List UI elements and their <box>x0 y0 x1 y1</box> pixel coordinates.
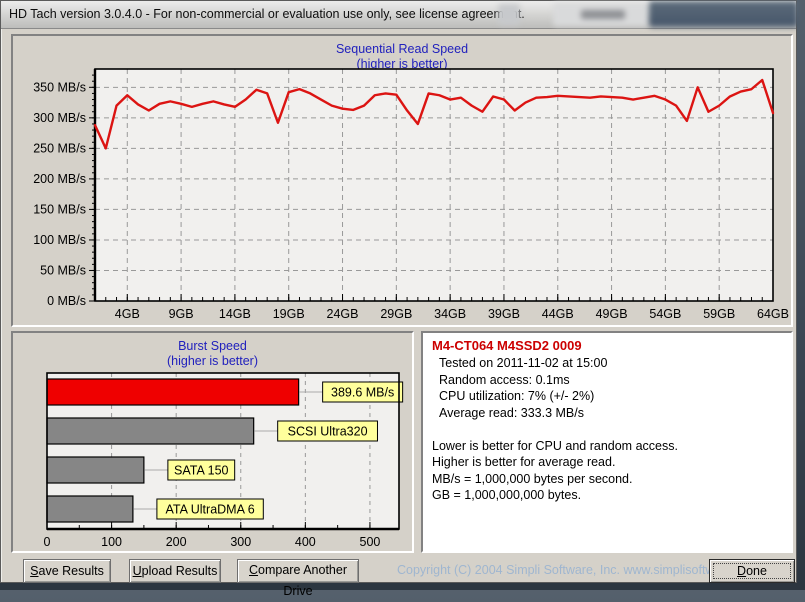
background-artifact-icon <box>498 4 520 25</box>
copyright-text: Copyright (C) 2004 Simpli Software, Inc.… <box>397 563 760 577</box>
burst-speed-panel: Burst Speed (higher is better) 389.6 MB/… <box>11 331 414 553</box>
done-button[interactable]: Done <box>709 559 795 583</box>
svg-text:44GB: 44GB <box>542 307 574 321</box>
drive-name: M4-CT064 M4SSD2 0009 <box>432 338 582 353</box>
sequential-read-chart: 4GB 9GB 14GB 19GB 24GB 29GB 34GB 39GB 44GB 49GB 54… <box>33 68 789 321</box>
burst-chart-title: Burst Speed <box>178 339 247 353</box>
drive-info-panel: M4-CT064 M4SSD2 0009 Tested on 2011-11-0… <box>421 331 793 553</box>
svg-text:14GB: 14GB <box>219 307 251 321</box>
svg-text:9GB: 9GB <box>169 307 194 321</box>
sequential-chart-title: Sequential Read Speed <box>335 42 469 56</box>
info-spacer <box>432 421 782 438</box>
info-note-mbs: MB/s = 1,000,000 bytes per second. <box>432 471 633 486</box>
svg-text:SATA 150: SATA 150 <box>174 464 228 478</box>
svg-text:19GB: 19GB <box>273 307 305 321</box>
svg-text:500: 500 <box>360 535 381 549</box>
svg-text:0: 0 <box>44 535 51 549</box>
burst-chart-subtitle: (higher is better) <box>166 354 258 368</box>
burst-speed-chart: 389.6 MB/s SCSI Ultra320 SATA 150 ATA Ultra… <box>44 372 404 549</box>
svg-text:0 MB/s: 0 MB/s <box>47 294 86 308</box>
info-note-lower: Lower is better for CPU and random acces… <box>432 438 678 453</box>
info-cpu-utilization: CPU utilization: 7% (+/- 2%) <box>439 389 595 403</box>
svg-text:200 MB/s: 200 MB/s <box>33 172 86 186</box>
svg-text:150 MB/s: 150 MB/s <box>33 202 86 216</box>
info-note-higher: Higher is better for average read. <box>432 455 616 469</box>
svg-text:SCSI Ultra320: SCSI Ultra320 <box>288 425 368 439</box>
svg-text:389.6 MB/s: 389.6 MB/s <box>331 386 394 400</box>
info-note-gb: GB = 1,000,000,000 bytes. <box>432 488 582 502</box>
upload-results-button[interactable]: Upload Results <box>129 559 221 583</box>
svg-text:39GB: 39GB <box>488 307 520 321</box>
svg-text:400: 400 <box>295 535 316 549</box>
background-artifact-window <box>649 1 798 27</box>
background-artifact-tab <box>553 3 649 26</box>
svg-text:250 MB/s: 250 MB/s <box>33 141 86 155</box>
svg-text:64GB: 64GB <box>757 307 789 321</box>
svg-text:59GB: 59GB <box>703 307 735 321</box>
save-results-button[interactable]: Save Results <box>23 559 111 583</box>
svg-text:49GB: 49GB <box>596 307 628 321</box>
svg-text:100: 100 <box>101 535 122 549</box>
compare-another-drive-button[interactable]: Compare Another Drive <box>237 559 359 598</box>
svg-text:300 MB/s: 300 MB/s <box>33 111 86 125</box>
svg-text:4GB: 4GB <box>115 307 140 321</box>
svg-text:24GB: 24GB <box>327 307 359 321</box>
svg-text:54GB: 54GB <box>649 307 681 321</box>
svg-text:200: 200 <box>166 535 187 549</box>
window-title: HD Tach version 3.0.4.0 - For non-commer… <box>9 7 525 21</box>
svg-text:100 MB/s: 100 MB/s <box>33 233 86 247</box>
svg-text:350 MB/s: 350 MB/s <box>33 80 86 94</box>
title-bar[interactable]: HD Tach version 3.0.4.0 - For non-commer… <box>1 1 798 29</box>
info-average-read: Average read: 333.3 MB/s <box>439 405 584 420</box>
svg-text:ATA UltraDMA 6: ATA UltraDMA 6 <box>166 503 255 517</box>
svg-text:34GB: 34GB <box>434 307 466 321</box>
sequential-read-panel: Sequential Read Speed (higher is better)… <box>11 34 793 327</box>
svg-text:300: 300 <box>230 535 251 549</box>
svg-text:29GB: 29GB <box>380 307 412 321</box>
svg-text:50 MB/s: 50 MB/s <box>40 263 86 277</box>
sequential-chart-subtitle: (higher is better) <box>356 57 448 71</box>
info-tested-on: Tested on 2011-11-02 at 15:00 <box>439 356 608 370</box>
info-random-access: Random access: 0.1ms <box>439 372 570 387</box>
